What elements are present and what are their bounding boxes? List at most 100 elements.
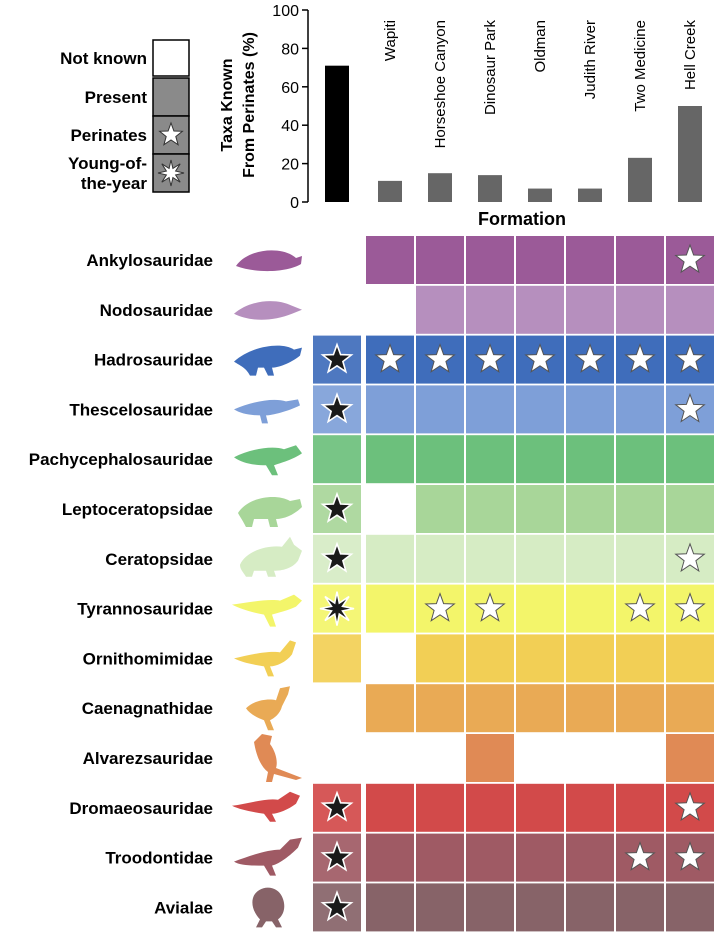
- matrix-cell: [616, 485, 664, 533]
- matrix-cell: [366, 684, 414, 733]
- matrix-cell: [366, 435, 414, 484]
- matrix-cell: [516, 236, 564, 284]
- star-icon: [158, 121, 184, 146]
- family-label: Thescelosauridae: [69, 400, 213, 419]
- matrix-cell: [516, 833, 564, 882]
- legend-label: Not known: [60, 49, 147, 68]
- y-tick-label: 100: [272, 3, 299, 20]
- matrix-cell: [313, 435, 361, 484]
- pachycephalosaur-silhouette-icon: [234, 445, 302, 476]
- formation-label: Two Medicine: [632, 20, 649, 112]
- matrix-row: Nodosauridae: [100, 285, 714, 334]
- formation-label: Dinosaur Park: [482, 20, 499, 116]
- matrix-cell: [366, 534, 414, 583]
- matrix-cell: [466, 684, 514, 733]
- perinate-star-icon: [624, 592, 656, 622]
- matrix-cell: [566, 783, 614, 832]
- perinate-star-icon: [674, 841, 706, 871]
- y-axis-title-line2: From Perinates (%): [241, 32, 258, 178]
- perinate-star-icon: [424, 343, 456, 373]
- family-label: Leptoceratopsidae: [62, 500, 213, 519]
- family-label: Caenagnathidae: [82, 699, 213, 718]
- matrix-cell: [366, 833, 414, 882]
- y-tick-label: 40: [281, 118, 299, 135]
- matrix-cell: [566, 634, 614, 683]
- bar: [678, 106, 702, 202]
- matrix-cell: [516, 634, 564, 683]
- ornithomimid-silhouette-icon: [234, 640, 296, 677]
- matrix-cell: [666, 684, 714, 733]
- matrix-cell: [466, 236, 514, 284]
- formation-label: Oldman: [532, 20, 549, 73]
- matrix-cell: [566, 435, 614, 484]
- legend-swatch-present: [152, 77, 190, 117]
- matrix-row: Leptoceratopsidae: [62, 485, 714, 533]
- formation-label: Horseshoe Canyon: [432, 20, 449, 148]
- perinate-star-icon: [374, 343, 406, 373]
- perinate-star-icon: [674, 542, 706, 573]
- family-label: Alvarezsauridae: [83, 749, 213, 768]
- matrix-cell: [416, 534, 464, 583]
- legend-item-present: Present: [85, 77, 190, 117]
- perinate-star-icon: [320, 392, 354, 424]
- matrix-cell: [666, 634, 714, 683]
- matrix-row: Alvarezsauridae: [83, 734, 714, 782]
- bar: [378, 180, 402, 202]
- matrix-row: Tyrannosauridae: [77, 584, 714, 633]
- perinate-star-icon: [320, 890, 354, 922]
- matrix-cell: [616, 385, 664, 434]
- matrix-cell: [516, 385, 564, 434]
- perinate-star-icon: [574, 343, 606, 373]
- matrix-row: Troodontidae: [105, 833, 714, 882]
- matrix-cell: [416, 485, 464, 533]
- family-label: Ankylosauridae: [86, 251, 213, 270]
- matrix-row: Hadrosauridae: [94, 335, 714, 384]
- legend-swatch-not-known: [152, 39, 190, 77]
- matrix-cell: [366, 236, 414, 284]
- matrix-cell: [566, 385, 614, 434]
- matrix-cell: [416, 435, 464, 484]
- perinate-star-icon: [674, 592, 706, 622]
- matrix-row: Ornithomimidae: [83, 634, 714, 683]
- matrix-cell: [566, 684, 614, 733]
- troodontid-silhouette-icon: [234, 837, 302, 876]
- matrix-cell: [566, 485, 614, 533]
- matrix-cell: [616, 684, 664, 733]
- legend-label: the-year: [81, 174, 148, 193]
- perinate-star-icon: [320, 491, 354, 523]
- matrix-cell: [516, 584, 564, 633]
- perinate-star-icon: [320, 342, 354, 374]
- formation-label: Judith River: [582, 20, 599, 99]
- matrix-cell: [313, 634, 361, 683]
- perinate-star-icon: [524, 343, 556, 373]
- matrix-cell: [616, 534, 664, 583]
- matrix-cell: [416, 385, 464, 434]
- avialan-silhouette-icon: [252, 887, 285, 928]
- matrix-cell: [366, 783, 414, 832]
- y-axis-ticks: 0 20 40 60 80 100: [272, 3, 309, 212]
- family-label: Troodontidae: [105, 849, 213, 868]
- alvarezsaur-silhouette-icon: [254, 734, 302, 782]
- legend-item-perinates: Perinates: [70, 115, 190, 155]
- matrix-cell: [516, 534, 564, 583]
- family-label: Ceratopsidae: [105, 550, 213, 569]
- perinate-star-icon: [674, 343, 706, 373]
- matrix-cell: [566, 534, 614, 583]
- formation-label: Wapiti: [382, 20, 399, 61]
- matrix-cell: [616, 634, 664, 683]
- legend-label: Present: [85, 88, 148, 107]
- matrix-cell: [366, 883, 414, 932]
- perinate-star-icon: [674, 791, 706, 822]
- matrix-cell: [566, 236, 614, 284]
- matrix-row: Ceratopsidae: [105, 534, 714, 583]
- perinate-star-icon: [320, 790, 354, 822]
- nodosaur-silhouette-icon: [234, 301, 302, 320]
- matrix-cell: [516, 883, 564, 932]
- matrix-cell: [666, 734, 714, 782]
- matrix-cell: [466, 883, 514, 932]
- family-label: Hadrosauridae: [94, 351, 213, 370]
- hadrosaur-silhouette-icon: [234, 345, 302, 376]
- matrix-cell: [366, 385, 414, 434]
- perinate-star-icon: [320, 840, 354, 872]
- y-tick-label: 20: [281, 157, 299, 174]
